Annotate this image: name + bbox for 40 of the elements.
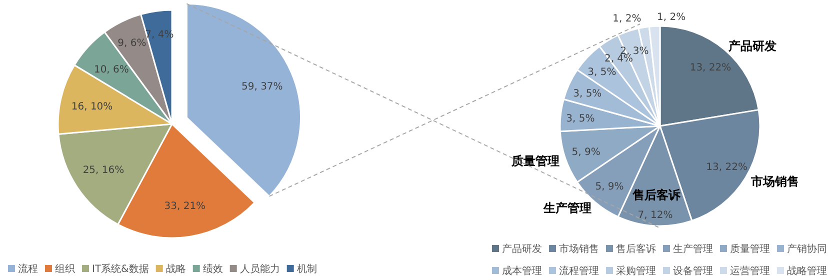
data-label: 13, 22% — [706, 162, 748, 174]
legend-label: 机制 — [296, 263, 317, 275]
data-label: 5, 9% — [572, 146, 600, 158]
data-label: 13, 22% — [690, 62, 732, 74]
text: 质量管理 — [510, 154, 560, 168]
legend-label: 售后客诉 — [616, 243, 656, 255]
text: 产品研发 — [728, 39, 777, 54]
legend-label: 战略管理 — [787, 265, 827, 277]
data-label: 1, 2% — [612, 13, 642, 24]
legend-label: 流程 — [18, 263, 38, 275]
legend-label: 战略 — [166, 263, 186, 275]
legend-label: 产品研发 — [502, 243, 542, 255]
data-label: 16, 10% — [71, 102, 113, 113]
legend-label: 市场销售 — [559, 243, 599, 255]
data-label: 1, 2% — [657, 12, 686, 24]
legend-label: IT系统&数据 — [92, 263, 149, 275]
legend-label: 产销协同 — [787, 243, 827, 255]
legend-label: 人员能力 — [240, 263, 280, 275]
data-label: 25, 16% — [82, 165, 124, 176]
legend-label: 组织 — [55, 263, 75, 275]
data-label: 9, 6% — [118, 38, 146, 50]
data-label: 10, 6% — [94, 64, 129, 76]
legend-label: 成本管理 — [502, 265, 542, 277]
text: 市场销售 — [750, 174, 799, 189]
data-label: 5, 9% — [595, 181, 624, 192]
legend-label: 流程管理 — [559, 265, 599, 277]
data-label: 3, 5% — [588, 66, 616, 78]
text: 生产管理 — [542, 200, 592, 215]
legend-label: 生产管理 — [673, 243, 713, 255]
legend-label: 绩效 — [202, 263, 223, 275]
text: 售后客诉 — [631, 188, 682, 202]
data-label: 3, 5% — [566, 113, 595, 124]
data-label: 59, 37% — [241, 81, 283, 92]
legend-label: 设备管理 — [673, 265, 713, 277]
data-label: 7, 12% — [638, 210, 673, 221]
legend-label: 采购管理 — [616, 265, 656, 277]
legend-label: 运营管理 — [730, 265, 770, 277]
legend-label: 质量管理 — [730, 243, 770, 255]
data-label: 3, 5% — [573, 88, 602, 100]
data-label: 33, 21% — [164, 201, 206, 212]
